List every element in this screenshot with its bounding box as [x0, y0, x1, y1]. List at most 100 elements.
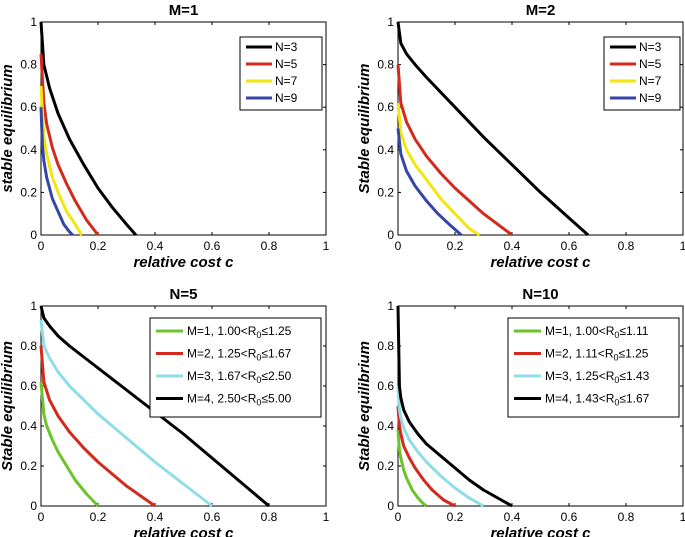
legend: M=1, 1.00<R0≤1.11M=2, 1.11<R0≤1.25M=3, 1…	[507, 317, 680, 418]
legend-label-main: M=1, 1.00<R	[545, 324, 615, 338]
chart-panel-2: M=2 0 0.2 0.4 0.6 0.8 1 0 0.2 0.4 0.6 0.8 1 relative …	[356, 2, 685, 271]
y-tick-label: 0	[387, 499, 394, 513]
x-tick-label: 0.6	[561, 510, 578, 524]
x-tick-label: 0.4	[504, 239, 521, 253]
x-tick-label: 0.2	[447, 239, 464, 253]
x-tick-label: 0.8	[618, 239, 635, 253]
y-tick-label: 0.6	[377, 100, 394, 114]
legend-label-main: M=4, 2.50<R	[187, 392, 257, 406]
legend-label: M=3, 1.25<R0≤1.43	[545, 369, 650, 385]
x-tick-label: 0	[395, 239, 402, 253]
legend-label: M=3, 1.67<R0≤2.50	[187, 369, 292, 385]
y-tick-label: 0.4	[20, 143, 37, 157]
x-tick-label: 0.6	[561, 239, 578, 253]
y-tick-label: 0	[387, 228, 394, 242]
x-tick-label: 0.8	[261, 239, 278, 253]
series-line-2	[396, 405, 456, 508]
legend-label-subscript: 0	[614, 375, 619, 385]
legend-label: M=1, 1.00<R0≤1.11	[545, 324, 649, 340]
x-tick-label: 1	[680, 510, 685, 524]
chart-panel-1: M=1 0 0.2 0.4 0.6 0.8 1 0 0.2 0.4 0.6 0.8 1 relative …	[0, 2, 330, 271]
x-axis-label: relative cost c	[133, 525, 234, 537]
chart-title: N=10	[522, 286, 558, 303]
x-tick-label: 0.4	[504, 510, 521, 524]
series-line-4	[396, 128, 463, 237]
chart-panel-3: N=5 0 0.2 0.4 0.6 0.8 1 0 0.2 0.4 0.6 0.8 1 relative …	[0, 286, 330, 537]
y-tick-label: 0.8	[20, 58, 37, 72]
chart-title: M=2	[526, 2, 556, 19]
x-tick-label: 0.4	[147, 510, 164, 524]
legend-label-main: M=1, 1.00<R	[187, 324, 257, 338]
legend-box	[507, 317, 680, 418]
series-line-4	[396, 305, 513, 508]
x-tick-label: 0.4	[147, 239, 164, 253]
legend-label-subscript: 0	[256, 375, 261, 385]
x-tick-label: 1	[323, 510, 330, 524]
x-tick-label: 0	[395, 510, 402, 524]
series-line-1	[396, 429, 428, 508]
series-line-3	[396, 102, 481, 237]
legend: N=3 N=5 N=7 N=9	[603, 36, 681, 111]
legend-label: N=5	[275, 57, 298, 71]
y-axis-label: Stable equilibrium	[0, 341, 16, 471]
y-tick-label: 0	[30, 228, 37, 242]
y-tick-label: 0.8	[377, 58, 394, 72]
legend: N=3 N=5 N=7 N=9	[239, 36, 323, 111]
series-line-4	[39, 107, 74, 237]
legend-label: N=3	[639, 40, 662, 54]
x-axis-label: relative cost c	[490, 525, 591, 537]
y-tick-label: 0.2	[20, 185, 37, 199]
legend: M=1, 1.00<R0≤1.25M=2, 1.25<R0≤1.67M=3, 1…	[149, 317, 322, 418]
legend-box	[149, 317, 322, 418]
x-axis-label: relative cost c	[133, 254, 234, 271]
legend-label: N=9	[639, 91, 662, 105]
legend-label-subscript: 0	[256, 353, 261, 363]
y-tick-label: 1	[387, 299, 394, 313]
x-tick-label: 0	[38, 510, 45, 524]
y-tick-label: 0.8	[20, 339, 37, 353]
legend-label: N=7	[275, 74, 298, 88]
series-line-3	[39, 319, 213, 508]
x-tick-label: 0.8	[261, 510, 278, 524]
series-line-3	[39, 85, 84, 236]
y-axis-label: stable equilibrium	[0, 64, 16, 192]
legend-label: N=7	[639, 74, 662, 88]
legend-label-tail: ≤1.25	[261, 324, 291, 338]
series-line-1	[39, 21, 138, 236]
y-tick-label: 0.6	[20, 100, 37, 114]
y-tick-label: 0.6	[377, 379, 394, 393]
legend-label: N=3	[275, 40, 298, 54]
legend-label-subscript: 0	[613, 353, 618, 363]
x-tick-label: 0.6	[204, 239, 221, 253]
y-tick-label: 0.2	[377, 185, 394, 199]
legend-label: N=5	[639, 57, 662, 71]
y-tick-label: 1	[387, 15, 394, 29]
y-axis-label: Stable equilibrium	[356, 341, 373, 471]
chart-title: N=5	[170, 286, 198, 303]
x-tick-label: 0.2	[90, 239, 107, 253]
legend-label: M=4, 2.50<R0≤5.00	[187, 392, 292, 408]
y-tick-label: 0.4	[377, 419, 394, 433]
x-tick-label: 0.6	[204, 510, 221, 524]
legend-label: M=1, 1.00<R0≤1.25	[187, 324, 292, 340]
y-tick-label: 1	[30, 15, 37, 29]
legend-label: M=4, 1.43<R0≤1.67	[545, 392, 650, 408]
chart-panel-4: N=10 0 0.2 0.4 0.6 0.8 1 0 0.2 0.4 0.6 0.8 1 relative…	[356, 286, 685, 537]
x-tick-label: 0.2	[90, 510, 107, 524]
legend-label-tail: ≤1.67	[619, 392, 649, 406]
x-tick-label: 0.8	[618, 510, 635, 524]
series-line-1	[39, 381, 100, 508]
series-line-3	[396, 385, 485, 508]
legend-label-subscript: 0	[256, 398, 261, 408]
legend-label: N=9	[275, 91, 298, 105]
y-tick-label: 1	[30, 299, 37, 313]
y-tick-label: 0.6	[20, 379, 37, 393]
series-line-1	[396, 21, 590, 237]
legend-label-tail: ≤5.00	[261, 392, 291, 406]
series-line-2	[39, 53, 100, 236]
legend-label-subscript: 0	[614, 330, 619, 340]
legend-label-main: M=2, 1.11<R	[545, 347, 614, 361]
legend-label-main: M=3, 1.25<R	[545, 369, 615, 383]
legend-label-main: M=4, 1.43<R	[545, 392, 615, 406]
